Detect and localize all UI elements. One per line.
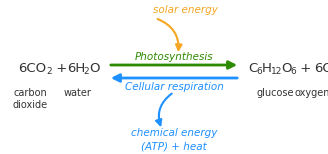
Text: 6H: 6H (67, 61, 85, 75)
Text: water: water (64, 88, 92, 98)
Text: 2: 2 (83, 67, 89, 77)
Text: +: + (296, 61, 316, 75)
Text: glucose: glucose (256, 88, 294, 98)
Text: oxygen: oxygen (294, 88, 328, 98)
Text: 6O: 6O (314, 61, 328, 75)
Text: Cellular respiration: Cellular respiration (125, 82, 223, 92)
Text: 6CO: 6CO (18, 61, 46, 75)
Text: solar energy: solar energy (153, 5, 217, 15)
Text: 2: 2 (47, 67, 52, 77)
Text: O: O (89, 61, 99, 75)
Text: O: O (281, 61, 292, 75)
Text: 12: 12 (271, 67, 282, 77)
Text: 6: 6 (290, 67, 296, 77)
Text: carbon
dioxide: carbon dioxide (12, 88, 48, 110)
Text: Photosynthesis: Photosynthesis (135, 52, 213, 62)
Text: chemical energy
(ATP) + heat: chemical energy (ATP) + heat (131, 128, 217, 152)
Text: C: C (248, 61, 257, 75)
Text: H: H (262, 61, 272, 75)
Text: 6: 6 (256, 67, 262, 77)
Text: +: + (52, 61, 72, 75)
